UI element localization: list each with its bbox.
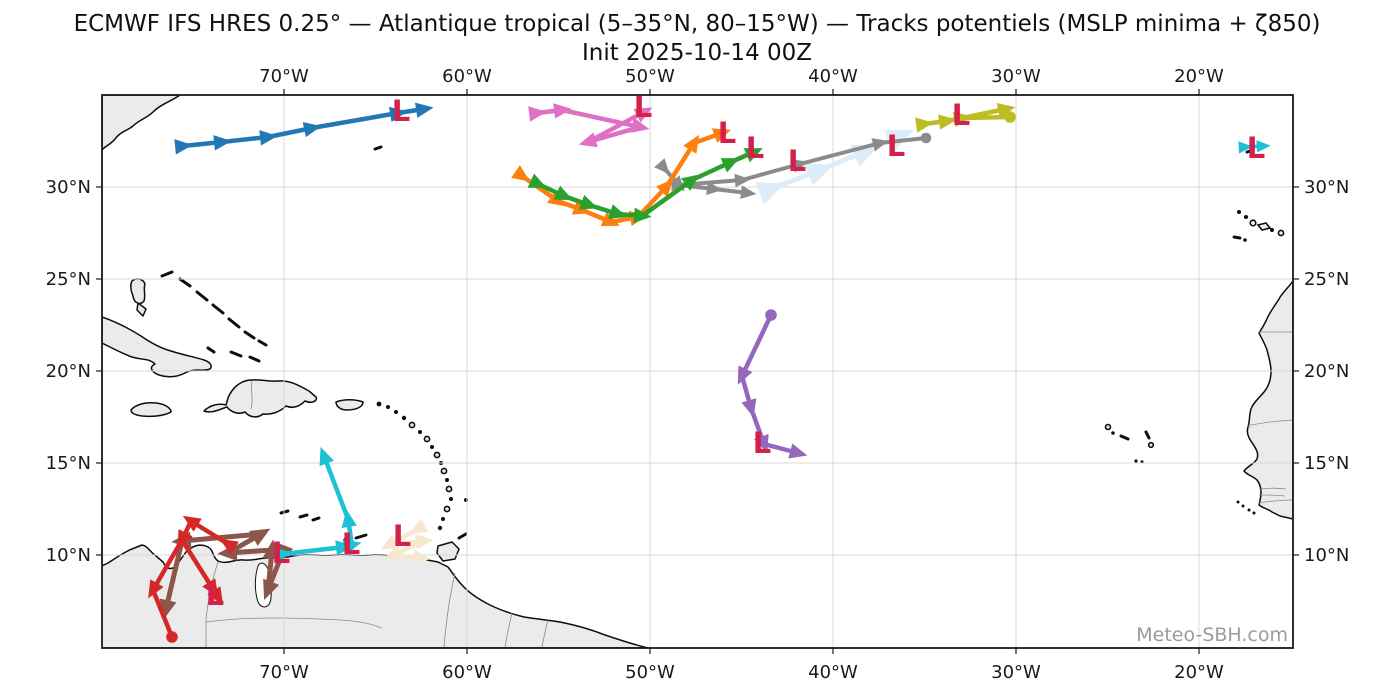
low-marker: L xyxy=(634,90,652,124)
tick-left: 20°N xyxy=(46,361,91,382)
low-marker: L xyxy=(887,129,905,163)
small-islands xyxy=(343,210,1285,542)
island-hispaniola xyxy=(203,379,318,418)
tick-bottom: 40°W xyxy=(808,662,858,683)
islands-bahamas xyxy=(130,278,147,317)
tick-left: 25°N xyxy=(46,269,91,290)
low-marker: L xyxy=(206,578,224,612)
tick-right: 30°N xyxy=(1304,177,1349,198)
island-cuba xyxy=(102,316,212,378)
island-jamaica xyxy=(130,402,172,418)
tick-top: 70°W xyxy=(259,66,309,87)
track-olive-tail xyxy=(959,111,1016,123)
tick-right: 20°N xyxy=(1304,361,1349,382)
track-wheat xyxy=(380,518,434,565)
tick-bottom: 60°W xyxy=(442,662,492,683)
low-marker: L xyxy=(718,116,736,150)
tick-bottom: 50°W xyxy=(625,662,675,683)
tick-bottom: 70°W xyxy=(259,662,309,683)
tick-top: 50°W xyxy=(625,66,675,87)
island-puerto-rico xyxy=(335,399,364,411)
track-cyan xyxy=(274,446,362,563)
tick-right: 15°N xyxy=(1304,453,1349,474)
track-pink xyxy=(528,103,653,148)
base-map xyxy=(102,95,1293,648)
tick-left: 10°N xyxy=(46,545,91,566)
track-green xyxy=(527,148,763,224)
low-marker: L xyxy=(1247,131,1265,165)
tick-left: 30°N xyxy=(46,177,91,198)
low-marker: L xyxy=(392,94,410,128)
track-purple xyxy=(737,309,808,459)
island-chain-dashes xyxy=(160,145,1255,540)
axis-tick-labels: 70°W 60°W 50°W 40°W 30°W 20°W 70°W 60°W 50°W 40°W… xyxy=(46,66,1350,683)
coastline-north-america xyxy=(102,95,181,151)
track-cyan-madeira xyxy=(1238,140,1271,154)
tick-top: 40°W xyxy=(808,66,858,87)
tick-bottom: 20°W xyxy=(1174,662,1224,683)
low-marker: L xyxy=(272,536,290,570)
tick-left: 15°N xyxy=(46,453,91,474)
tick-right: 25°N xyxy=(1304,269,1349,290)
tick-bottom: 30°W xyxy=(991,662,1041,683)
tick-top: 60°W xyxy=(442,66,492,87)
tick-top: 20°W xyxy=(1174,66,1224,87)
track-red-tail xyxy=(148,529,193,643)
low-marker: L xyxy=(342,527,360,561)
low-marker: L xyxy=(746,131,764,165)
cyclone-tracks xyxy=(148,102,1271,643)
tick-right: 10°N xyxy=(1304,545,1349,566)
figure-subtitle: Init 2025-10-14 00Z xyxy=(582,40,812,66)
coastline-africa xyxy=(1243,280,1293,520)
low-marker: L xyxy=(788,144,806,178)
watermark: Meteo-SBH.com xyxy=(1136,624,1288,646)
tick-top: 30°W xyxy=(991,66,1041,87)
track-blue xyxy=(174,102,434,155)
low-marker: L xyxy=(753,426,771,460)
low-marker: L xyxy=(393,519,411,553)
island-trinidad xyxy=(436,541,460,562)
low-marker: L xyxy=(952,98,970,132)
figure-title: ECMWF IFS HRES 0.25° — Atlantique tropic… xyxy=(74,11,1321,37)
